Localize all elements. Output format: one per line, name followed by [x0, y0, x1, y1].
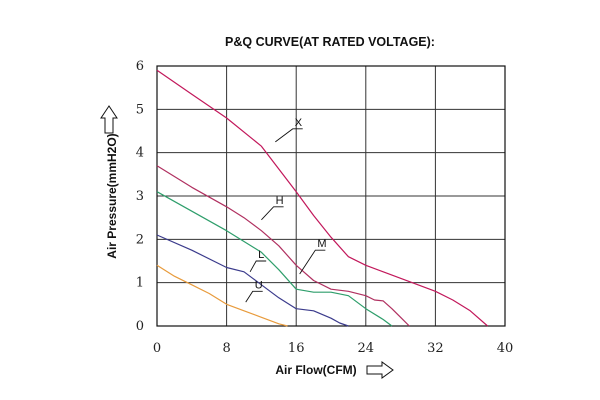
series-line-x — [156, 69, 488, 327]
y-tick-label: 6 — [136, 59, 144, 74]
x-tick-label: 24 — [358, 341, 375, 356]
series-label-m: M — [317, 238, 326, 250]
y-axis-arrow-icon — [100, 105, 118, 134]
y-tick-label: 0 — [136, 319, 144, 334]
series-callout-m — [299, 249, 326, 275]
x-tick-label: 16 — [288, 341, 305, 356]
x-axis-label: Air Flow(CFM) — [275, 363, 356, 377]
series-label-u: U — [255, 279, 263, 291]
series-lines — [156, 69, 488, 327]
series-callout-l — [249, 260, 267, 273]
series-label-x: X — [295, 117, 303, 129]
series-label-h: H — [276, 195, 284, 207]
series-label-l: L — [258, 249, 264, 261]
series-labels: X H M L U — [245, 117, 327, 303]
x-tick-label: 8 — [222, 341, 230, 356]
y-tick-label: 4 — [136, 146, 144, 161]
series-callout-x — [275, 128, 303, 143]
y-tick-label: 2 — [136, 232, 144, 247]
series-line-u — [156, 264, 288, 327]
plot-frame — [156, 65, 506, 327]
x-tick-labels: 0 8 16 24 32 40 — [153, 341, 513, 356]
y-tick-labels: 0 1 2 3 4 5 6 — [136, 59, 144, 334]
series-callout-h — [261, 206, 284, 221]
x-axis-arrow-icon — [366, 361, 394, 379]
chart-title: P&Q CURVE(AT RATED VOLTAGE): — [225, 35, 435, 49]
series-line-m — [156, 191, 393, 327]
x-tick-label: 0 — [153, 341, 161, 356]
y-tick-label: 1 — [136, 276, 144, 291]
x-tick-label: 40 — [497, 341, 514, 356]
series-callout-u — [245, 290, 263, 303]
x-tick-label: 32 — [427, 341, 444, 356]
series-line-h — [156, 165, 410, 327]
y-tick-label: 5 — [136, 102, 144, 117]
grid-lines — [156, 65, 506, 327]
y-tick-label: 3 — [136, 189, 144, 204]
y-axis-label: Air Pressure(mmH2O) — [105, 133, 119, 258]
series-line-l — [156, 234, 349, 327]
